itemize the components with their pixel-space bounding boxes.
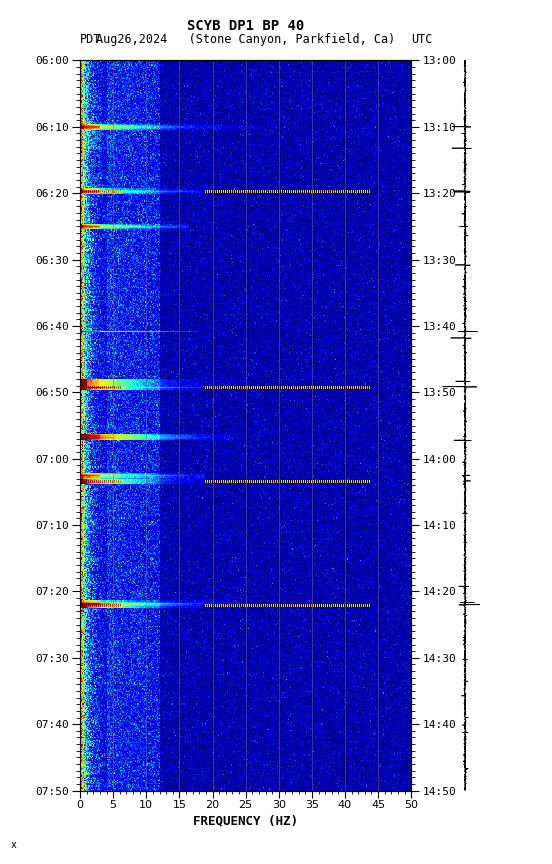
Text: SCYB DP1 BP 40: SCYB DP1 BP 40	[187, 19, 304, 33]
Text: Aug26,2024   (Stone Canyon, Parkfield, Ca): Aug26,2024 (Stone Canyon, Parkfield, Ca)	[96, 33, 395, 46]
X-axis label: FREQUENCY (HZ): FREQUENCY (HZ)	[193, 815, 298, 828]
Text: UTC: UTC	[411, 33, 433, 46]
Text: PDT: PDT	[80, 33, 102, 46]
Text: x: x	[11, 841, 17, 850]
